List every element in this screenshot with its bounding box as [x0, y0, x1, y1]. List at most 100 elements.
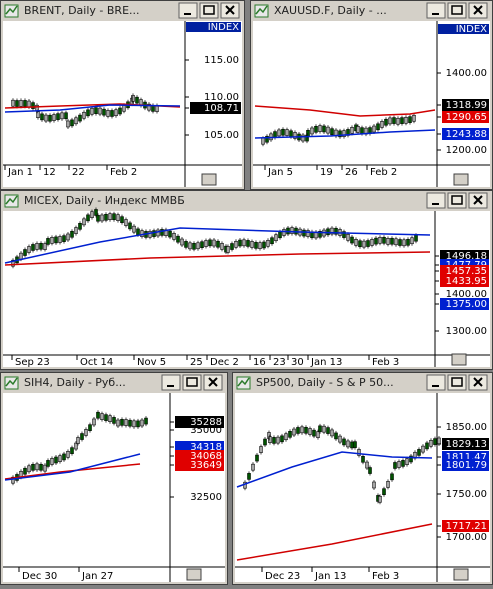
price-label: 110.00 [204, 92, 239, 103]
time-label: Oct 14 [80, 357, 113, 368]
scroll-button[interactable] [453, 173, 469, 186]
time-label: Feb 2 [370, 167, 397, 178]
chart-window: XAUUSD.F, Daily - ... INDEX 1400.00 1318.99… [250, 0, 493, 190]
price-label: 108.71 [204, 103, 239, 114]
window-min-button[interactable] [161, 374, 181, 391]
time-label: 22 [72, 167, 85, 178]
candle-wicks [244, 423, 440, 505]
price-tag [175, 459, 224, 471]
window-icon-line [5, 195, 18, 205]
price-tag [440, 275, 489, 287]
time-label: Jan 1 [7, 167, 33, 178]
window-min-button[interactable] [426, 192, 446, 209]
button-glyph [203, 5, 215, 15]
moving-average-red [4, 251, 431, 266]
candle-wicks [262, 113, 415, 147]
price-label: 1750.00 [446, 489, 487, 500]
window-min-button[interactable] [178, 2, 198, 19]
price-label: 1200.00 [446, 145, 487, 156]
price-tag [175, 416, 224, 428]
scroll-button[interactable] [201, 173, 217, 186]
button-glyph [473, 195, 483, 205]
price-label: 1433.95 [446, 276, 487, 287]
price-label: 1400.00 [446, 289, 487, 300]
price-tag [442, 99, 489, 111]
price-label: 34318 [190, 442, 222, 453]
price-label: 1801.79 [446, 460, 487, 471]
time-label: 25 [190, 357, 203, 368]
price-label: 1318.99 [446, 100, 487, 111]
time-label: Feb 2 [110, 167, 137, 178]
moving-average-blue [4, 227, 431, 264]
time-label: Jan 13 [310, 357, 342, 368]
window-title: BRENT, Daily - BRE... [24, 4, 140, 17]
button-glyph [225, 5, 235, 15]
time-label: Feb 3 [372, 571, 399, 582]
moving-average-blue [236, 451, 433, 488]
price-label: 35000 [190, 425, 222, 436]
price-label: 1850.00 [446, 422, 487, 433]
price-tag [190, 102, 241, 114]
price-label: 1717.21 [446, 521, 487, 532]
window-title: MICEX, Daily - Индекс ММВБ [24, 194, 185, 207]
price-label: 115.00 [204, 55, 239, 66]
button-glyph [208, 377, 218, 387]
chart-window: MICEX, Daily - Индекс ММВБ1496.181477.79… [0, 190, 493, 370]
price-label: 1811.47 [446, 452, 487, 463]
price-label: 1300.00 [446, 326, 487, 337]
button-glyph [451, 5, 463, 15]
time-label: Jan 5 [267, 167, 293, 178]
time-label: Jan 13 [314, 571, 346, 582]
button-glyph [473, 5, 483, 15]
scroll-button[interactable] [186, 568, 202, 581]
price-tag [442, 111, 489, 123]
window-title: XAUUSD.F, Daily - ... [274, 4, 387, 17]
time-label: 19 [320, 167, 333, 178]
price-label: 1700.00 [446, 532, 487, 543]
price-label: 1829.13 [446, 439, 487, 450]
time-label: 26 [345, 167, 358, 178]
price-label: 32500 [190, 492, 222, 503]
price-label: 105.00 [204, 130, 239, 141]
index-tag [186, 22, 241, 32]
window-min-button[interactable] [426, 2, 446, 19]
scroll-button[interactable] [451, 353, 467, 366]
time-label: 12 [43, 167, 56, 178]
window-min-button[interactable] [426, 374, 446, 391]
chart-window: BRENT, Daily - BRE...INDEX115.00110.0010… [0, 0, 245, 190]
window-title: SP500, Daily - S & P 50... [256, 376, 394, 389]
time-label: Jan 27 [81, 571, 113, 582]
window-icon-line [5, 5, 18, 15]
candle-wicks [12, 410, 147, 486]
price-tag [442, 459, 489, 471]
time-label: Dec 23 [265, 571, 300, 582]
price-tag [440, 265, 489, 277]
window-icon-line [5, 377, 18, 387]
time-label: Nov 5 [137, 357, 166, 368]
price-label: 1290.65 [446, 112, 487, 123]
moving-average-blue [254, 129, 436, 139]
price-label: 1457.35 [446, 266, 487, 277]
moving-average-red [236, 523, 433, 561]
button-glyph [186, 377, 198, 387]
price-label: 1243.88 [446, 129, 487, 140]
chart-window: SP500, Daily - S & P 50... 1850.00 1829.13… [232, 372, 493, 585]
title-bar [2, 192, 491, 210]
index-label: INDEX [208, 22, 239, 33]
time-label: 16 [253, 357, 266, 368]
plot-area [3, 211, 490, 367]
price-tag [440, 298, 489, 310]
price-label: 35288 [190, 417, 222, 428]
price-label: 1496.18 [446, 251, 487, 262]
window-icon-line [255, 5, 268, 15]
scroll-button[interactable] [453, 568, 469, 581]
button-glyph [473, 377, 483, 387]
index-label: INDEX [456, 24, 487, 35]
price-label: 1400.00 [446, 68, 487, 79]
plot-area [235, 393, 490, 582]
moving-average-red [254, 105, 436, 117]
moving-average-blue [4, 104, 181, 113]
